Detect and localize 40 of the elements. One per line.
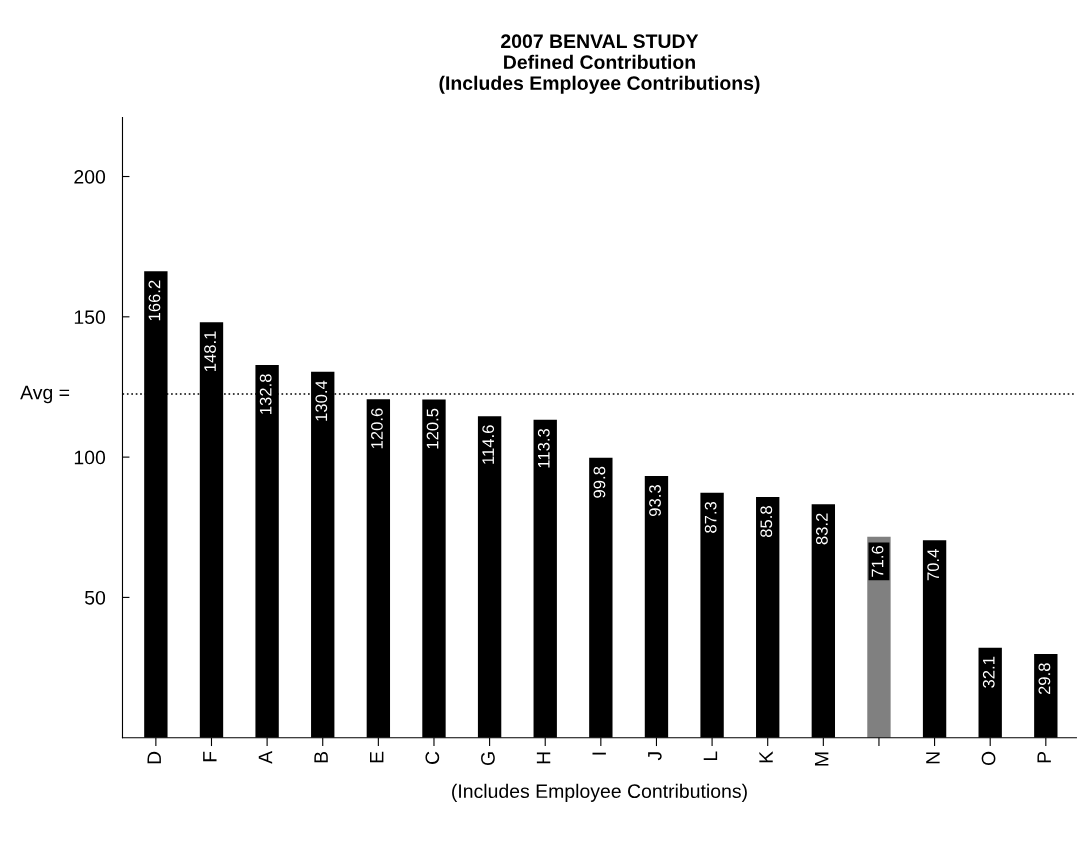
x-tick-label: B [314, 751, 328, 763]
data-label: 83.2 [816, 513, 828, 545]
x-tick-label: N [926, 752, 940, 764]
x-tick-label: L [703, 751, 718, 761]
data-label: 93.3 [649, 485, 661, 516]
data-label: 29.8 [1038, 663, 1051, 695]
y-tick-label: 200 [74, 169, 106, 184]
y-tick-label: 50 [84, 590, 106, 605]
data-label: 85.8 [760, 506, 773, 538]
x-tick-label: I [592, 752, 606, 755]
x-tick-label: M [814, 752, 829, 766]
data-label: 114.6 [482, 425, 495, 464]
x-axis-title: (Includes Employee Contributions) [452, 783, 747, 802]
x-tick-label: C [425, 751, 440, 764]
data-label: 132.8 [259, 374, 272, 414]
data-label: 32.1 [982, 656, 995, 688]
x-tick-label: J [648, 752, 662, 761]
data-label: 166.2 [148, 280, 161, 321]
data-label: 148.1 [204, 331, 216, 371]
x-tick-label: G [481, 752, 495, 766]
x-tick-label: P [1037, 751, 1051, 763]
data-label: 70.4 [927, 549, 940, 581]
data-label: 71.6 [871, 545, 884, 577]
x-tick-label: F [203, 751, 217, 762]
x-tick-label: O [981, 751, 996, 766]
data-label: 113.3 [537, 428, 550, 468]
y-axis-title: Avg = [20, 385, 70, 404]
chart-title: 2007 BENVAL STUDY Defined Contribution (Includes Employee Contributions) [439, 34, 760, 94]
x-tick-label: H [536, 752, 551, 764]
x-tick-label: E [370, 751, 384, 763]
data-label: 87.3 [704, 501, 717, 533]
x-tick-label: K [759, 751, 773, 763]
data-label: 120.6 [371, 408, 383, 449]
data-label: 120.5 [426, 408, 439, 449]
y-tick-label: 100 [74, 450, 106, 465]
x-tick-label: A [258, 750, 273, 764]
data-label: 99.8 [593, 466, 606, 498]
x-tick-label: D [147, 751, 161, 764]
data-label: 130.4 [315, 380, 328, 421]
y-tick-label: 150 [74, 310, 106, 325]
